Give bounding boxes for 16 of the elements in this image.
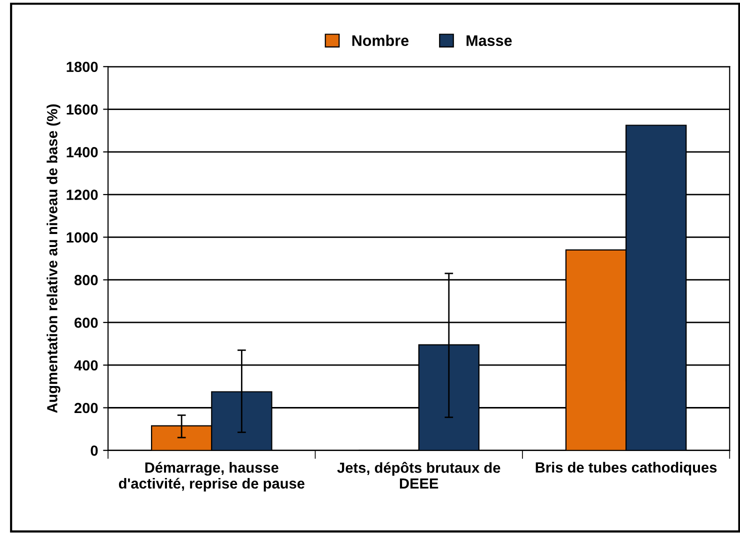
y-tick-label: 400 [74, 360, 98, 371]
y-tick-label: 1600 [66, 104, 98, 115]
y-tick-label: 200 [74, 402, 98, 414]
legend-label: Nombre [352, 34, 409, 46]
y-tick-label: 1800 [66, 62, 98, 72]
y-tick-label: 800 [74, 274, 98, 286]
y-tick-label: 1200 [66, 190, 98, 200]
x-tick-label: Jets, dépôts brutaux de DEEE [337, 462, 500, 488]
y-axis-title: Augmentation relative au niveau de base (%) [46, 104, 60, 413]
y-tick-label: 1000 [66, 232, 98, 243]
x-tick-label: Démarrage, hausse d'activité, reprise de pause [118, 462, 304, 492]
x-tick-label: Bris de tubes cathodiques [536, 462, 717, 476]
y-tick-label: 1400 [66, 147, 98, 158]
legend-label: Masse [466, 35, 512, 46]
y-tick-label: 0 [90, 445, 98, 456]
y-tick-label: 600 [74, 318, 98, 328]
